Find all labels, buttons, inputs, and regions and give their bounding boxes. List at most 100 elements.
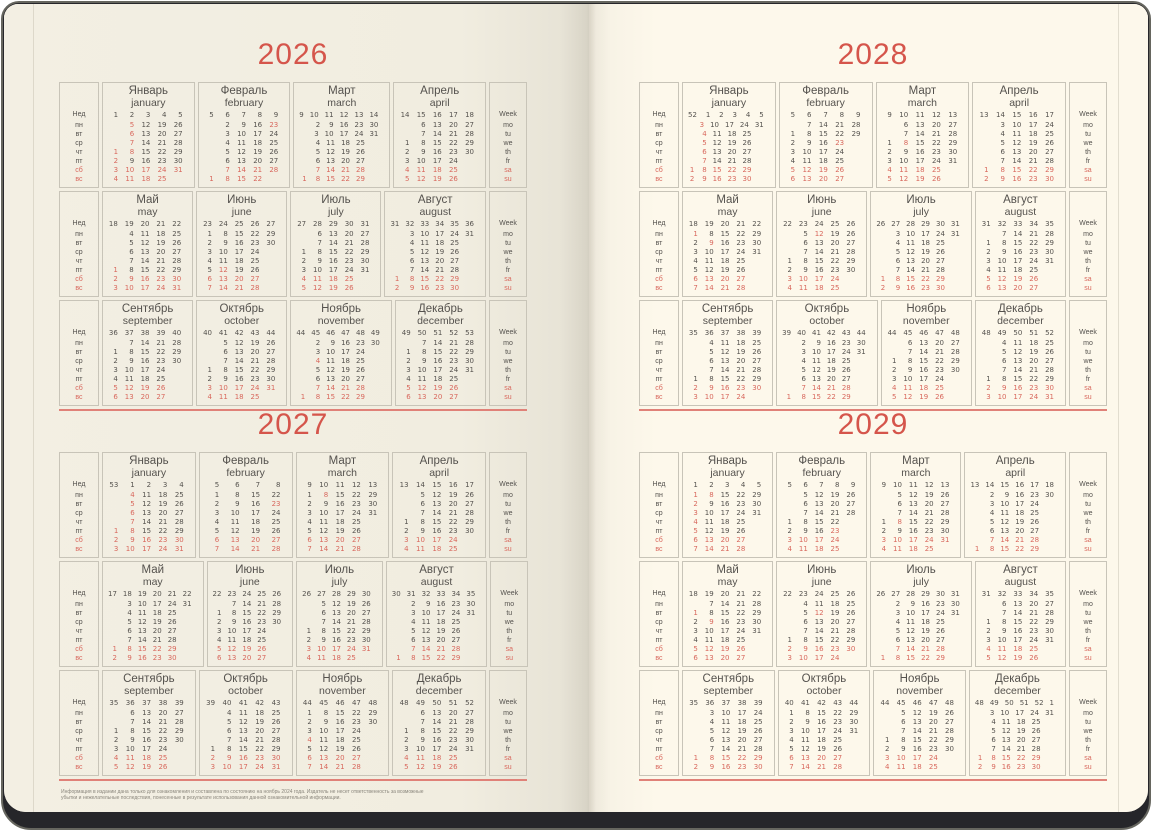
date-cell: 7 <box>702 157 707 165</box>
date-cell: 21 <box>448 509 458 517</box>
date-cell: 6 <box>907 339 913 347</box>
date-cell <box>845 518 861 527</box>
date-cell: 29 <box>1045 618 1054 626</box>
date-cell: 25 <box>830 284 840 292</box>
date-cell: 26 <box>935 393 944 401</box>
weekday-label-fr: fr <box>505 746 511 753</box>
year-section-2026: 2026 Нед пн вт ср чт пт сб вс Январь january 1 2 3 4 5… <box>59 38 527 411</box>
date-row: 4 11 18 25 <box>399 166 480 175</box>
date-cell: 29 <box>846 257 856 265</box>
date-cell: 24 <box>1045 121 1054 129</box>
date-cell: 9 <box>329 121 334 129</box>
month-band: Нед пн вт ср чт пт сб вс Май may 18 19 20 21 22 7 14 21 28… <box>639 561 1107 667</box>
month-header: Декабрь december <box>981 303 1060 327</box>
week-number: 42 <box>234 329 244 337</box>
date-cell: 28 <box>465 509 474 517</box>
week-number: 4 <box>740 481 746 489</box>
date-cell: 2 <box>394 284 400 292</box>
date-cell: 4 <box>129 230 134 238</box>
date-cell: 25 <box>1045 130 1054 138</box>
date-cell: 23 <box>354 121 364 129</box>
date-cell: 6 <box>223 348 228 356</box>
date-row: 4 11 18 25 <box>108 491 190 500</box>
week-number: 43 <box>271 699 281 707</box>
date-cell <box>390 239 405 248</box>
date-cell: 24 <box>736 627 746 635</box>
date-cell: 15 <box>720 375 730 383</box>
date-cell: 26 <box>931 175 941 183</box>
week-number: 37 <box>124 329 134 337</box>
week-numbers-row: 53 1 2 3 4 <box>108 479 190 491</box>
date-cell: 25 <box>157 175 167 183</box>
date-cell: 17 <box>915 157 925 165</box>
month-april: Апрель april 14 15 16 17 18 6 13 20 27 7 14 21 28 1 8 15 2… <box>393 82 486 188</box>
date-cell: 1 <box>787 518 792 526</box>
date-cell: 21 <box>736 600 746 608</box>
date-cell: 22 <box>1029 239 1039 247</box>
date-cell: 16 <box>420 284 430 292</box>
date-cell: 3 <box>693 509 698 517</box>
date-cell: 19 <box>142 763 152 771</box>
header-spacer <box>1070 564 1106 588</box>
date-cell <box>981 230 997 239</box>
date-cell: 19 <box>435 248 445 256</box>
date-cell <box>183 618 198 627</box>
header-spacer <box>640 673 678 697</box>
date-cell: 9 <box>803 266 808 274</box>
date-cell: 27 <box>841 375 851 383</box>
date-cell: 8 <box>989 545 995 553</box>
date-row: 5 12 19 26 <box>688 645 767 654</box>
date-cell: 29 <box>950 357 960 365</box>
date-cell: 12 <box>908 491 918 499</box>
weekday-label-su: su <box>504 546 512 553</box>
date-cell: 14 <box>906 266 916 274</box>
month-january: Январь january 52 1 2 3 4 5 3 10 17 24 31 4 11 18 25 5 12 1… <box>682 82 776 188</box>
date-row: 6 13 20 27 <box>782 239 861 248</box>
date-cell: 4 <box>986 266 991 274</box>
date-cell: 25 <box>928 763 938 771</box>
date-row: 2 9 16 23 30 <box>302 718 384 727</box>
week-number: 29 <box>921 220 930 228</box>
week-numbers-row: 35 36 37 38 39 <box>108 697 190 709</box>
week-number: 48 <box>356 329 365 337</box>
date-cell: 4 <box>884 763 890 771</box>
date-cell <box>751 654 767 663</box>
date-cell: 17 <box>737 709 747 717</box>
date-row: 4 11 18 25 <box>108 230 187 239</box>
month-name-ru: Октябрь <box>223 673 268 685</box>
date-row: 7 14 21 28 <box>688 600 767 609</box>
date-cell: 19 <box>1029 348 1039 356</box>
date-cell: 18 <box>720 518 730 526</box>
date-cell: 14 <box>142 718 152 726</box>
date-cell: 4 <box>404 545 409 553</box>
date-cell: 28 <box>465 130 474 138</box>
date-row: 3 10 17 24 31 <box>202 384 281 393</box>
date-cell: 29 <box>451 654 461 662</box>
month-name-ru: Январь <box>709 85 749 97</box>
date-cell: 4 <box>404 754 409 762</box>
week-number: 10 <box>899 111 909 119</box>
date-row: 5 12 19 26 <box>688 527 767 536</box>
date-cell <box>951 636 966 645</box>
weekday-label-ср: ср <box>655 619 663 626</box>
date-cell: 7 <box>130 718 135 726</box>
date-cell: 19 <box>818 166 828 174</box>
header-spacer <box>490 194 526 218</box>
month-header: Апрель april <box>398 455 480 479</box>
date-cell: 11 <box>704 518 714 526</box>
date-cell <box>1047 718 1060 727</box>
weekday-label-tu: tu <box>505 349 511 356</box>
date-cell: 4 <box>887 166 892 174</box>
weekday-labels-en: Week mo tu we th fr sa su <box>489 82 527 188</box>
date-cell: 29 <box>361 627 371 635</box>
week-number: 26 <box>302 590 312 598</box>
footer: Информация в издании дана только для озн… <box>61 789 481 812</box>
date-cell: 30 <box>266 375 276 383</box>
date-cell: 18 <box>433 375 443 383</box>
date-cell: 31 <box>856 348 866 356</box>
date-cell: 13 <box>721 736 731 744</box>
date-row: 6 13 20 27 <box>882 121 964 130</box>
weekday-label-вт: вт <box>655 131 663 138</box>
date-cell: 17 <box>331 645 341 653</box>
date-cell: 5 <box>986 654 991 662</box>
